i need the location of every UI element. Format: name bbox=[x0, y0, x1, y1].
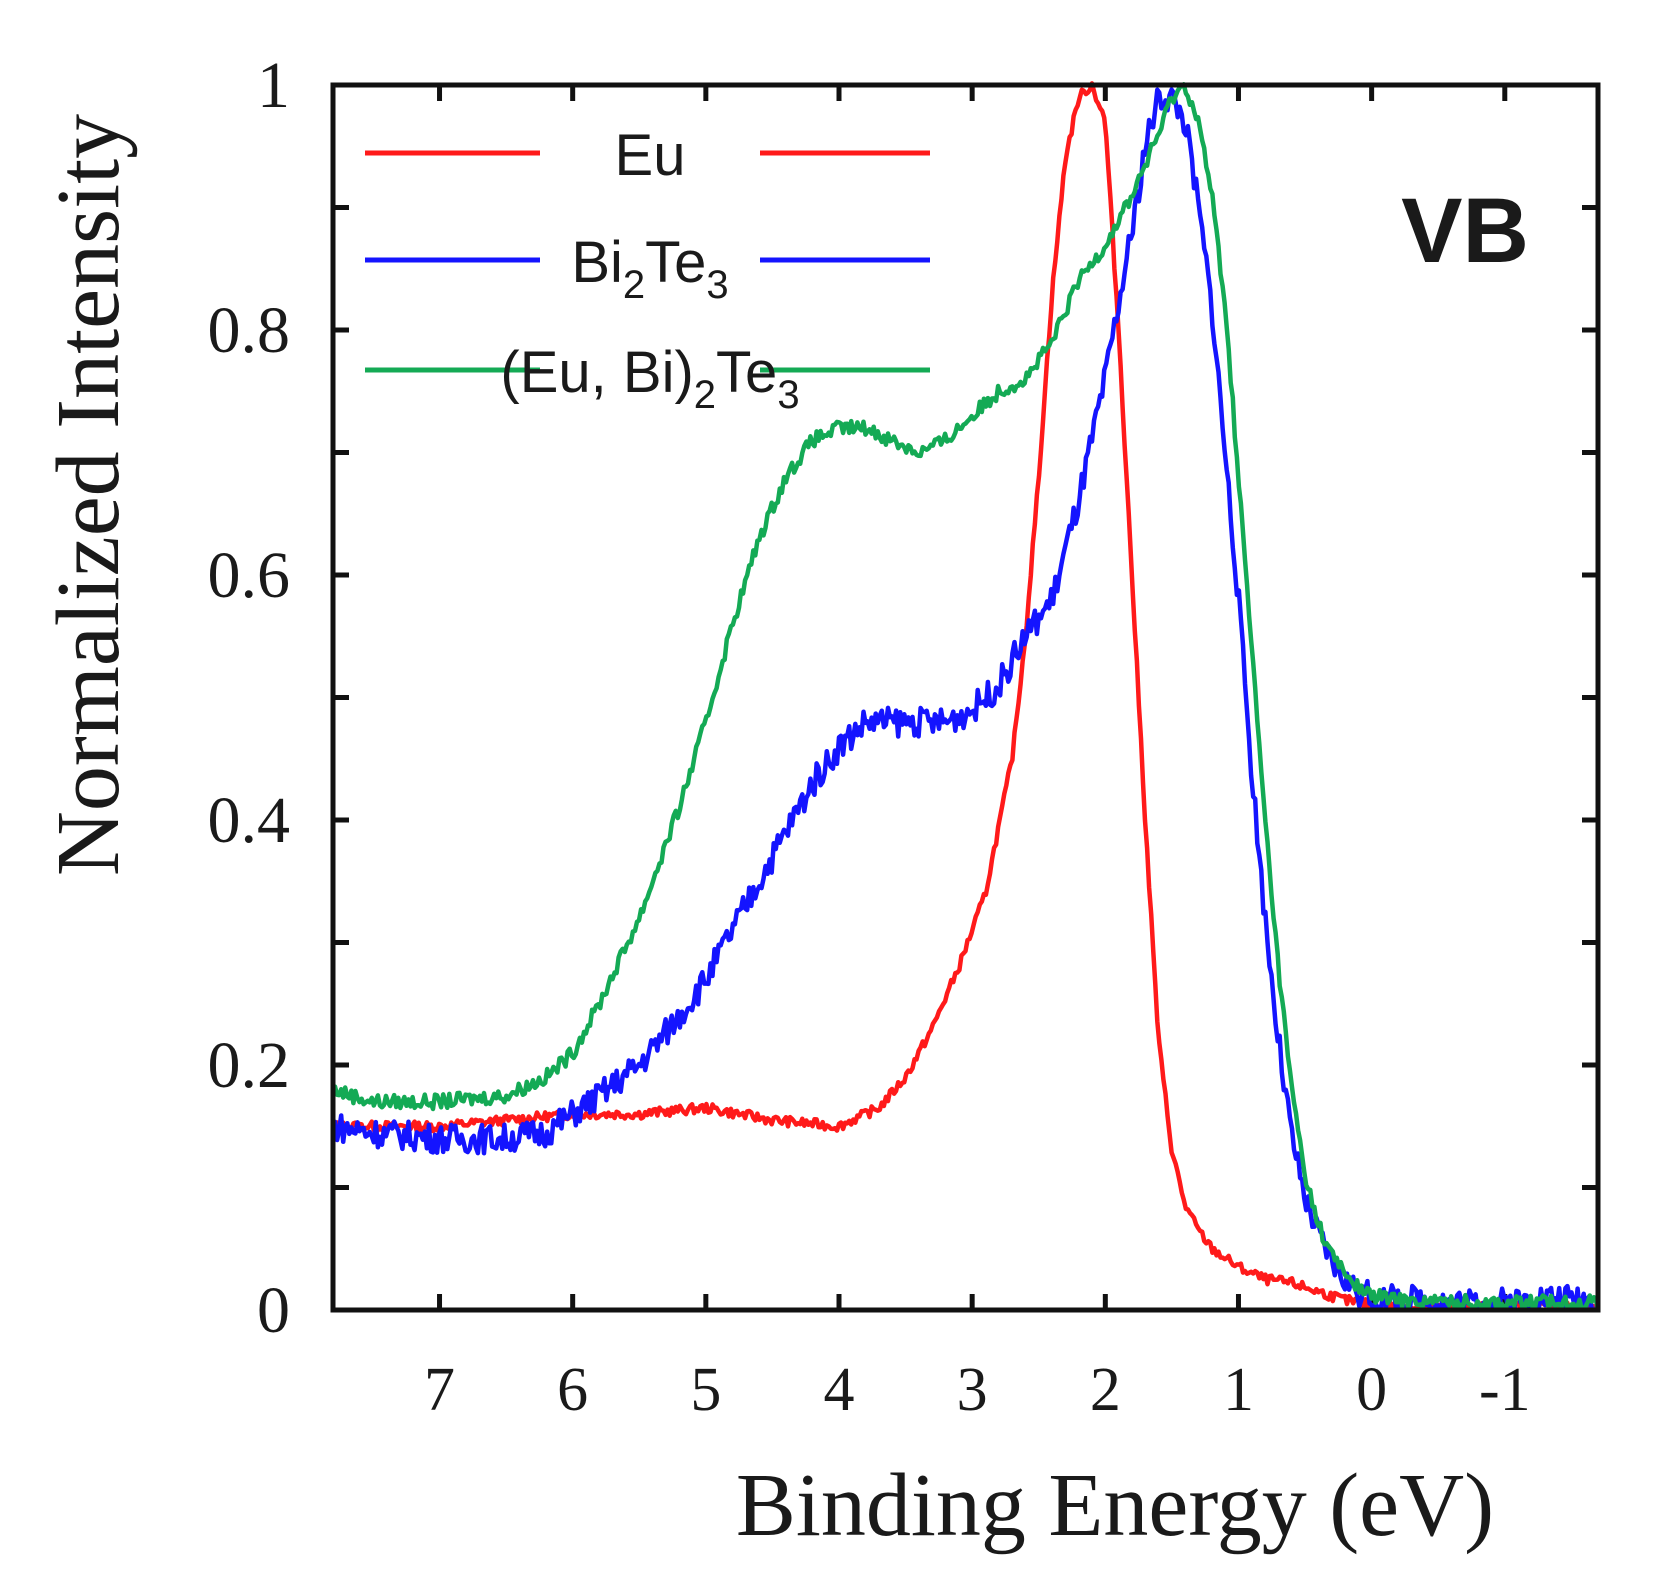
y-tick-label: 0.6 bbox=[208, 539, 291, 612]
y-tick-labels: 0 0.2 0.4 0.6 0.8 1 bbox=[208, 49, 291, 1347]
x-axis-label: Binding Energy (eV) bbox=[736, 1456, 1494, 1555]
x-tick-label: 1 bbox=[1223, 1356, 1254, 1424]
x-tick-label: 7 bbox=[424, 1356, 455, 1424]
y-tick-label: 0.8 bbox=[208, 294, 291, 367]
x-tick-labels: 7 6 5 4 3 2 1 0 -1 bbox=[424, 1356, 1531, 1424]
y-tick-label: 0 bbox=[257, 1274, 290, 1347]
x-tick-label: 5 bbox=[690, 1356, 721, 1424]
legend-entry: (Eu, Bi)2Te3 bbox=[365, 340, 930, 417]
x-tick-label: 4 bbox=[824, 1356, 855, 1424]
y-tick-label: 0.2 bbox=[208, 1029, 291, 1102]
x-tick-label: 6 bbox=[557, 1356, 588, 1424]
series-line--eu-bi-2te3 bbox=[331, 82, 1601, 1313]
x-tick-label: -1 bbox=[1479, 1356, 1531, 1424]
legend-label: (Eu, Bi)2Te3 bbox=[500, 340, 799, 417]
x-tick-label: 2 bbox=[1090, 1356, 1121, 1424]
legend-label: Bi2Te3 bbox=[571, 230, 728, 307]
x-tick-label: 3 bbox=[957, 1356, 988, 1424]
y-tick-label: 0.4 bbox=[208, 784, 291, 857]
series-layer bbox=[331, 81, 1601, 1313]
y-axis-label: Normalized Intensity bbox=[39, 114, 138, 876]
legend-entry: Eu bbox=[365, 123, 930, 188]
x-tick-label: 0 bbox=[1356, 1356, 1387, 1424]
legend-entry: Bi2Te3 bbox=[365, 230, 930, 307]
vb-annotation: VB bbox=[1401, 180, 1529, 282]
plot-frame bbox=[330, 82, 1601, 1313]
legend: Eu Bi2Te3 (Eu, Bi)2Te3 bbox=[365, 123, 930, 417]
legend-label: Eu bbox=[615, 123, 686, 188]
y-tick-label: 1 bbox=[257, 49, 290, 122]
